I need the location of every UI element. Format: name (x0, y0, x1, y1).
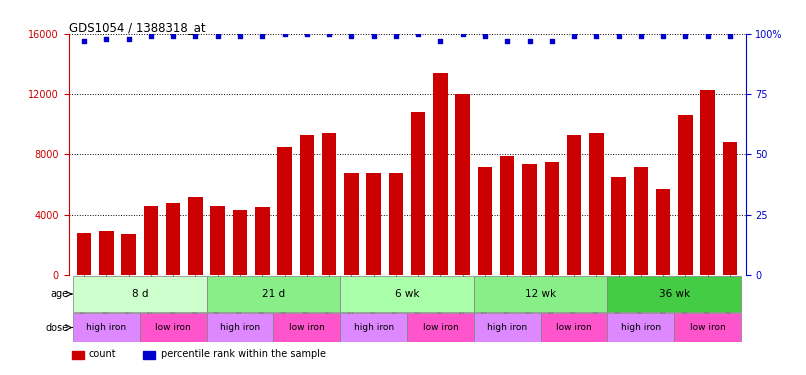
Point (613, 33, 625, 39)
Point (567, 33, 580, 39)
Bar (407, 314, 474, 342)
Text: high iron: high iron (621, 323, 661, 332)
Bar (139, 314, 206, 342)
Bar (322, 134, 336, 275)
Text: 36 wk: 36 wk (659, 289, 690, 299)
Point (590, 33, 603, 39)
Bar (166, 203, 181, 275)
Bar (300, 135, 314, 275)
Text: high iron: high iron (220, 323, 260, 332)
Bar (634, 166, 648, 275)
Text: 8 d: 8 d (131, 289, 148, 299)
Bar (411, 112, 426, 275)
Text: low iron: low iron (422, 323, 459, 332)
Point (368, 33, 380, 39)
Bar (72, 351, 84, 360)
Text: dose: dose (45, 322, 69, 333)
Point (479, 33, 492, 39)
Point (456, 31, 469, 37)
Point (389, 33, 402, 39)
Point (123, 36, 135, 42)
Point (234, 33, 247, 39)
Bar (277, 147, 292, 275)
Point (501, 38, 513, 44)
Point (345, 33, 358, 39)
Text: low iron: low iron (156, 323, 191, 332)
Text: high iron: high iron (354, 323, 393, 332)
Bar (388, 172, 403, 275)
Bar (567, 135, 581, 275)
Text: low iron: low iron (289, 323, 325, 332)
Point (412, 31, 425, 37)
Text: 6 wk: 6 wk (395, 289, 419, 299)
Text: low iron: low iron (690, 323, 725, 332)
Bar (478, 166, 492, 275)
Bar (206, 314, 273, 342)
Bar (210, 206, 225, 275)
Bar (143, 206, 158, 275)
Bar (73, 314, 139, 342)
Point (523, 38, 536, 44)
Point (301, 31, 314, 37)
Bar (344, 172, 359, 275)
Text: age: age (51, 289, 69, 299)
Text: high iron: high iron (86, 323, 127, 332)
Bar (678, 115, 692, 275)
Bar (273, 314, 340, 342)
Bar (340, 314, 407, 342)
Text: 21 d: 21 d (262, 289, 285, 299)
Bar (189, 197, 202, 275)
Text: 12 wk: 12 wk (525, 289, 556, 299)
Bar (675, 314, 741, 342)
Bar (700, 90, 715, 275)
Point (100, 36, 113, 42)
Text: low iron: low iron (556, 323, 592, 332)
Bar (500, 156, 514, 275)
Bar (433, 73, 447, 275)
Bar (474, 314, 541, 342)
Point (546, 38, 559, 44)
Text: high iron: high iron (487, 323, 527, 332)
Bar (255, 207, 269, 275)
Bar (122, 234, 136, 275)
Text: percentile rank within the sample: percentile rank within the sample (160, 349, 326, 359)
Bar (455, 94, 470, 275)
Point (211, 33, 224, 39)
Text: GDS1054 / 1388318_at: GDS1054 / 1388318_at (69, 21, 206, 34)
Bar (522, 164, 537, 275)
Point (189, 33, 202, 39)
Point (434, 38, 447, 44)
Point (701, 33, 714, 39)
Point (657, 33, 670, 39)
Bar (474, 276, 608, 312)
Bar (77, 233, 91, 275)
Bar (340, 276, 474, 312)
Point (167, 33, 180, 39)
Bar (656, 189, 671, 275)
Bar (99, 231, 114, 275)
Point (256, 33, 268, 39)
Point (77, 38, 90, 44)
Bar (541, 314, 608, 342)
Point (679, 33, 692, 39)
Point (724, 33, 737, 39)
Bar (73, 276, 206, 312)
Point (322, 31, 335, 37)
Point (278, 31, 291, 37)
Bar (233, 210, 247, 275)
Bar (143, 351, 156, 360)
Bar (608, 276, 741, 312)
Text: count: count (89, 349, 116, 359)
Point (634, 33, 647, 39)
Point (144, 33, 157, 39)
Bar (545, 162, 559, 275)
Bar (723, 142, 737, 275)
Bar (589, 134, 604, 275)
Bar (612, 177, 625, 275)
Bar (608, 314, 675, 342)
Bar (206, 276, 340, 312)
Bar (367, 172, 381, 275)
